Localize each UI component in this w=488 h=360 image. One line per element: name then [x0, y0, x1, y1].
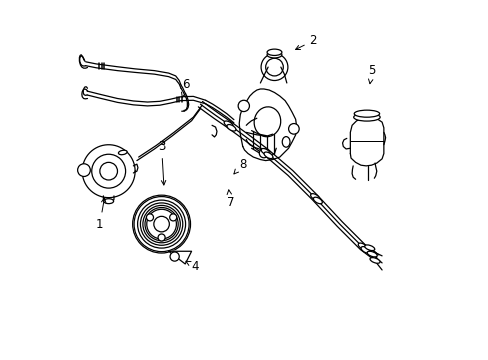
- Circle shape: [132, 195, 190, 253]
- Polygon shape: [168, 251, 191, 264]
- Text: 2: 2: [295, 34, 316, 50]
- Ellipse shape: [254, 107, 280, 137]
- Ellipse shape: [313, 197, 322, 204]
- Text: 4: 4: [185, 260, 199, 273]
- Polygon shape: [239, 89, 296, 161]
- Text: 6: 6: [181, 78, 190, 97]
- Circle shape: [154, 216, 169, 232]
- Circle shape: [238, 100, 249, 112]
- Circle shape: [78, 164, 90, 176]
- Ellipse shape: [264, 152, 272, 158]
- Polygon shape: [212, 125, 217, 137]
- Ellipse shape: [310, 194, 319, 200]
- Ellipse shape: [118, 150, 127, 155]
- Circle shape: [146, 214, 153, 221]
- Ellipse shape: [360, 247, 369, 253]
- Polygon shape: [82, 145, 135, 198]
- Circle shape: [100, 162, 117, 180]
- Text: 1: 1: [96, 198, 106, 231]
- Ellipse shape: [369, 258, 379, 263]
- Ellipse shape: [353, 110, 379, 117]
- Ellipse shape: [266, 49, 281, 55]
- Ellipse shape: [358, 243, 366, 249]
- Circle shape: [259, 149, 268, 158]
- Polygon shape: [349, 118, 383, 166]
- Circle shape: [265, 58, 283, 76]
- Ellipse shape: [353, 113, 379, 121]
- Text: 5: 5: [368, 64, 375, 84]
- Ellipse shape: [364, 245, 374, 251]
- Circle shape: [169, 214, 176, 221]
- Circle shape: [158, 234, 165, 241]
- Ellipse shape: [366, 251, 376, 257]
- Ellipse shape: [261, 149, 269, 155]
- Ellipse shape: [226, 125, 235, 131]
- Ellipse shape: [103, 199, 113, 204]
- Text: 8: 8: [233, 158, 246, 174]
- Circle shape: [261, 54, 287, 81]
- Circle shape: [92, 154, 125, 188]
- Text: 3: 3: [158, 140, 165, 185]
- Ellipse shape: [282, 136, 289, 147]
- Circle shape: [170, 252, 179, 261]
- Circle shape: [288, 123, 299, 134]
- Text: 7: 7: [226, 190, 234, 210]
- Ellipse shape: [224, 121, 233, 127]
- Ellipse shape: [266, 51, 281, 58]
